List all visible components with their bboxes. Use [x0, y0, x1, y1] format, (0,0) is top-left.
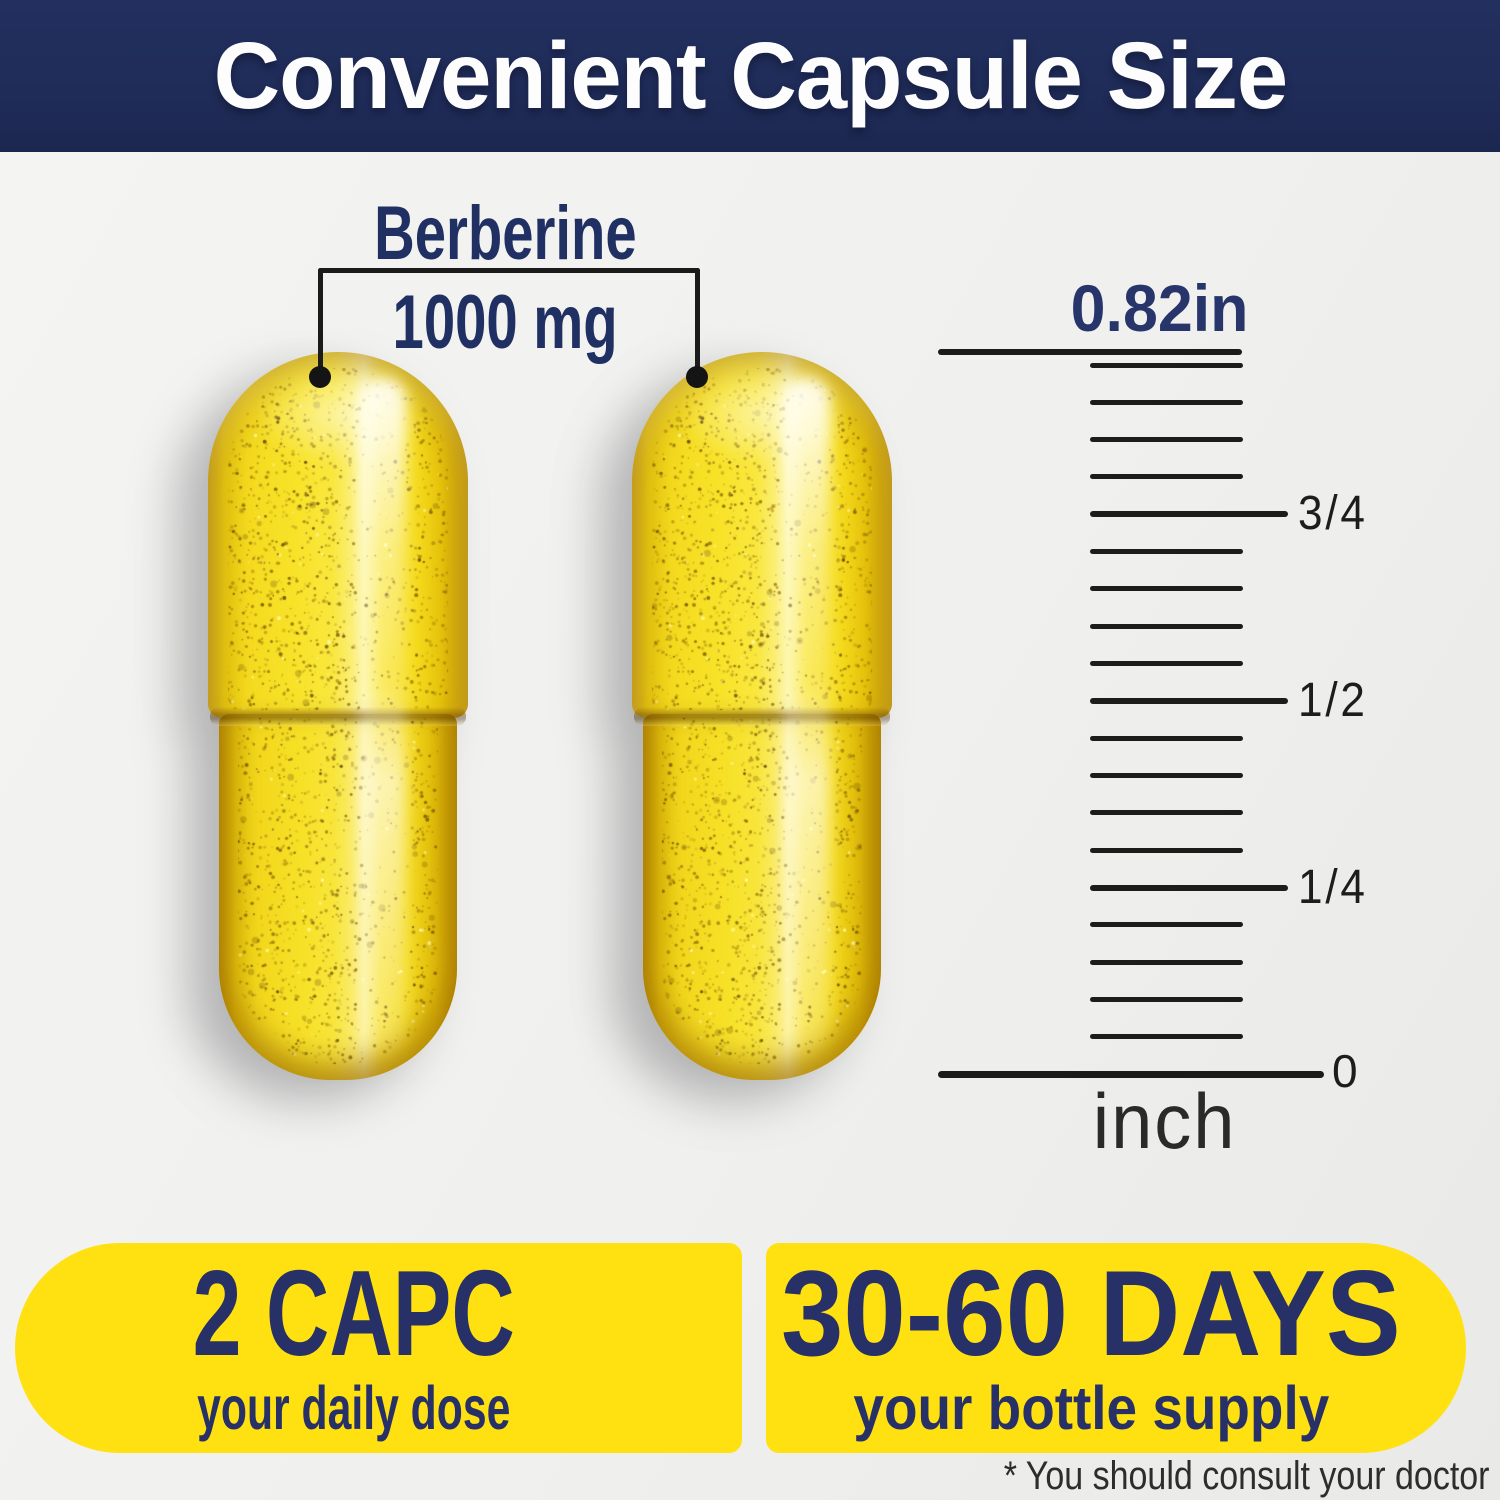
ruler-tick: [1090, 847, 1243, 853]
capsule-seam: [634, 707, 890, 726]
ruler-tick: [1090, 437, 1243, 443]
bracket-vertical-line-left: [318, 268, 323, 380]
ruler-measure-text: 0.82in: [1071, 271, 1249, 345]
ruler-unit-label: inch: [1035, 1082, 1295, 1160]
bottle-supply-subtitle: your bottle supply: [853, 1373, 1329, 1442]
ruler-tick: [1090, 697, 1288, 704]
footnote-disclaimer: * You should consult your doctor: [1004, 1454, 1490, 1498]
ruler-tick: [1090, 997, 1243, 1003]
capsule-powder-texture: [632, 352, 892, 1080]
ruler-tick: [1090, 810, 1243, 816]
ruler-tick: [1090, 922, 1243, 928]
bracket-dot-left: [309, 366, 331, 388]
ruler-tick: [1090, 362, 1243, 368]
bracket-dot-right: [686, 366, 708, 388]
ruler-tick-label: 3/4: [1298, 487, 1368, 541]
ruler-tick: [1090, 511, 1288, 518]
ingredient-name-text: Berberine: [373, 191, 637, 276]
ruler-tick-label: 1/2: [1298, 673, 1368, 727]
ruler-top-measure-line: [938, 349, 1242, 355]
capsule-highlight: [784, 378, 830, 1050]
capsule-highlight: [360, 378, 406, 1050]
ruler-unit-text: inch: [1093, 1077, 1237, 1165]
capsule-powder-texture: [208, 352, 468, 1080]
bottle-supply-title: 30-60 DAYS: [781, 1245, 1401, 1382]
callout-ingredient-label: Berberine: [130, 196, 880, 272]
ruler-tick: [1090, 735, 1243, 741]
header-banner: Convenient Capsule Size: [0, 0, 1500, 152]
ruler-tick: [1090, 549, 1243, 555]
dose-amount-text: 1000 mg: [392, 280, 618, 365]
ruler-tick: [1090, 959, 1243, 965]
ruler-measure-label: 0.82in: [1010, 275, 1310, 341]
ruler-zero-label: 0: [1332, 1045, 1358, 1097]
capsule-photo-left: [208, 352, 468, 1080]
ruler-tick: [1090, 623, 1243, 629]
bracket-horizontal-line: [318, 268, 700, 273]
bracket-vertical-line-right: [695, 268, 700, 380]
ruler-zero-line: [938, 1071, 1324, 1078]
ruler-tick: [1090, 586, 1243, 592]
daily-dose-subtitle: your daily dose: [196, 1373, 511, 1442]
daily-dose-badge: 2 CAPC your daily dose: [15, 1243, 742, 1453]
capsule-dome-glow: [253, 362, 428, 467]
ruler-tick: [1090, 474, 1243, 480]
ruler-tick: [1090, 661, 1243, 667]
callout-dose-label: 1000 mg: [130, 285, 880, 361]
ruler-tick-label: 1/4: [1298, 860, 1368, 914]
page-title: Convenient Capsule Size: [213, 22, 1287, 129]
capsule-seam: [210, 707, 466, 726]
capsule-body-shading: [219, 714, 457, 1080]
capsule-body-shading: [643, 714, 881, 1080]
capsule-photo-right: [632, 352, 892, 1080]
ruler-tick: [1090, 1034, 1243, 1040]
bottle-supply-badge: 30-60 DAYS your bottle supply: [766, 1243, 1466, 1453]
ruler-tick: [1090, 399, 1243, 405]
ruler-tick: [1090, 773, 1243, 779]
daily-dose-title: 2 CAPC: [192, 1245, 515, 1382]
ruler-tick: [1090, 884, 1288, 891]
